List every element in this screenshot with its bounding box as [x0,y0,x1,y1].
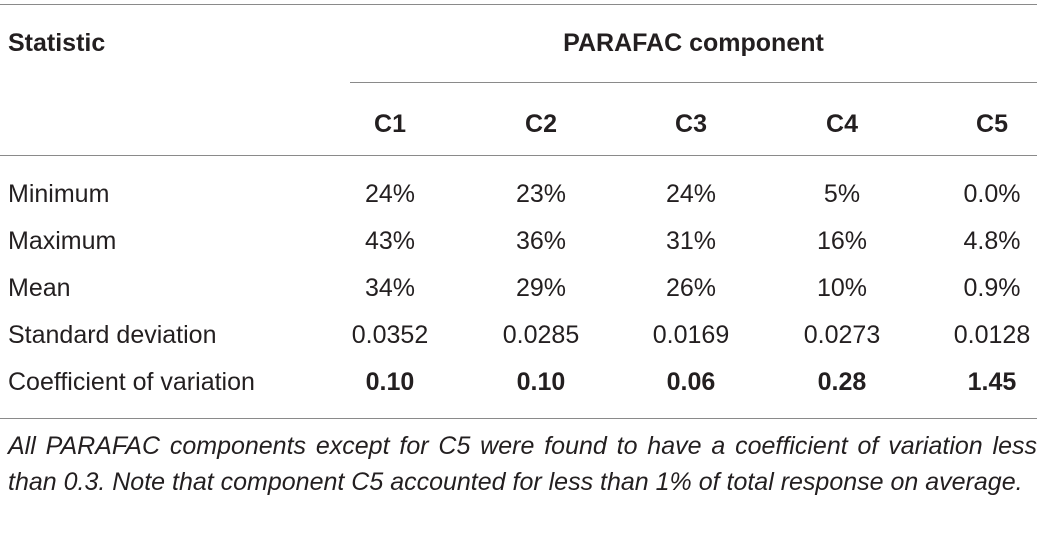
table-cell: 0.0285 [502,321,580,349]
column-header-c2: C2 [525,110,557,138]
table-cell: 31% [665,227,717,255]
table-cell: 23% [515,180,567,208]
row-label-standard-deviation: Standard deviation [8,321,217,349]
table-cell: 0.06 [666,368,716,396]
column-header-c1: C1 [374,110,406,138]
table-cell: 0.0% [963,180,1021,208]
table-cell: 0.0273 [803,321,881,349]
table-top-rule [0,4,1037,5]
table-cell: 0.0352 [351,321,429,349]
column-header-c4: C4 [826,110,858,138]
row-label-coefficient-of-variation: Coefficient of variation [8,368,255,396]
table-footnote: All PARAFAC components except for C5 wer… [8,432,1037,496]
table-cell: 0.9% [963,274,1021,302]
table-cell: 0.10 [516,368,566,396]
group-header-underline [350,82,1037,83]
table-cell: 26% [665,274,717,302]
row-label-minimum: Minimum [8,180,110,208]
parafac-component-group-header: PARAFAC component [563,29,824,57]
header-body-rule [0,155,1037,156]
table-cell: 34% [364,274,416,302]
table-cell: 43% [364,227,416,255]
table-cell: 0.0128 [953,321,1031,349]
column-header-c5: C5 [976,110,1008,138]
row-label-mean: Mean [8,274,71,302]
table-cell: 0.0169 [652,321,730,349]
table-cell: 24% [364,180,416,208]
table-cell: 5% [823,180,861,208]
table-cell: 1.45 [967,368,1017,396]
table-cell: 29% [515,274,567,302]
table-bottom-rule [0,418,1037,419]
column-header-c3: C3 [675,110,707,138]
table-cell: 36% [515,227,567,255]
table-cell: 10% [816,274,868,302]
table-cell: 4.8% [963,227,1021,255]
row-label-maximum: Maximum [8,227,117,255]
table-cell: 24% [665,180,717,208]
table-cell: 16% [816,227,868,255]
table-cell: 0.10 [365,368,415,396]
table-cell: 0.28 [817,368,867,396]
statistic-column-header: Statistic [8,29,106,57]
